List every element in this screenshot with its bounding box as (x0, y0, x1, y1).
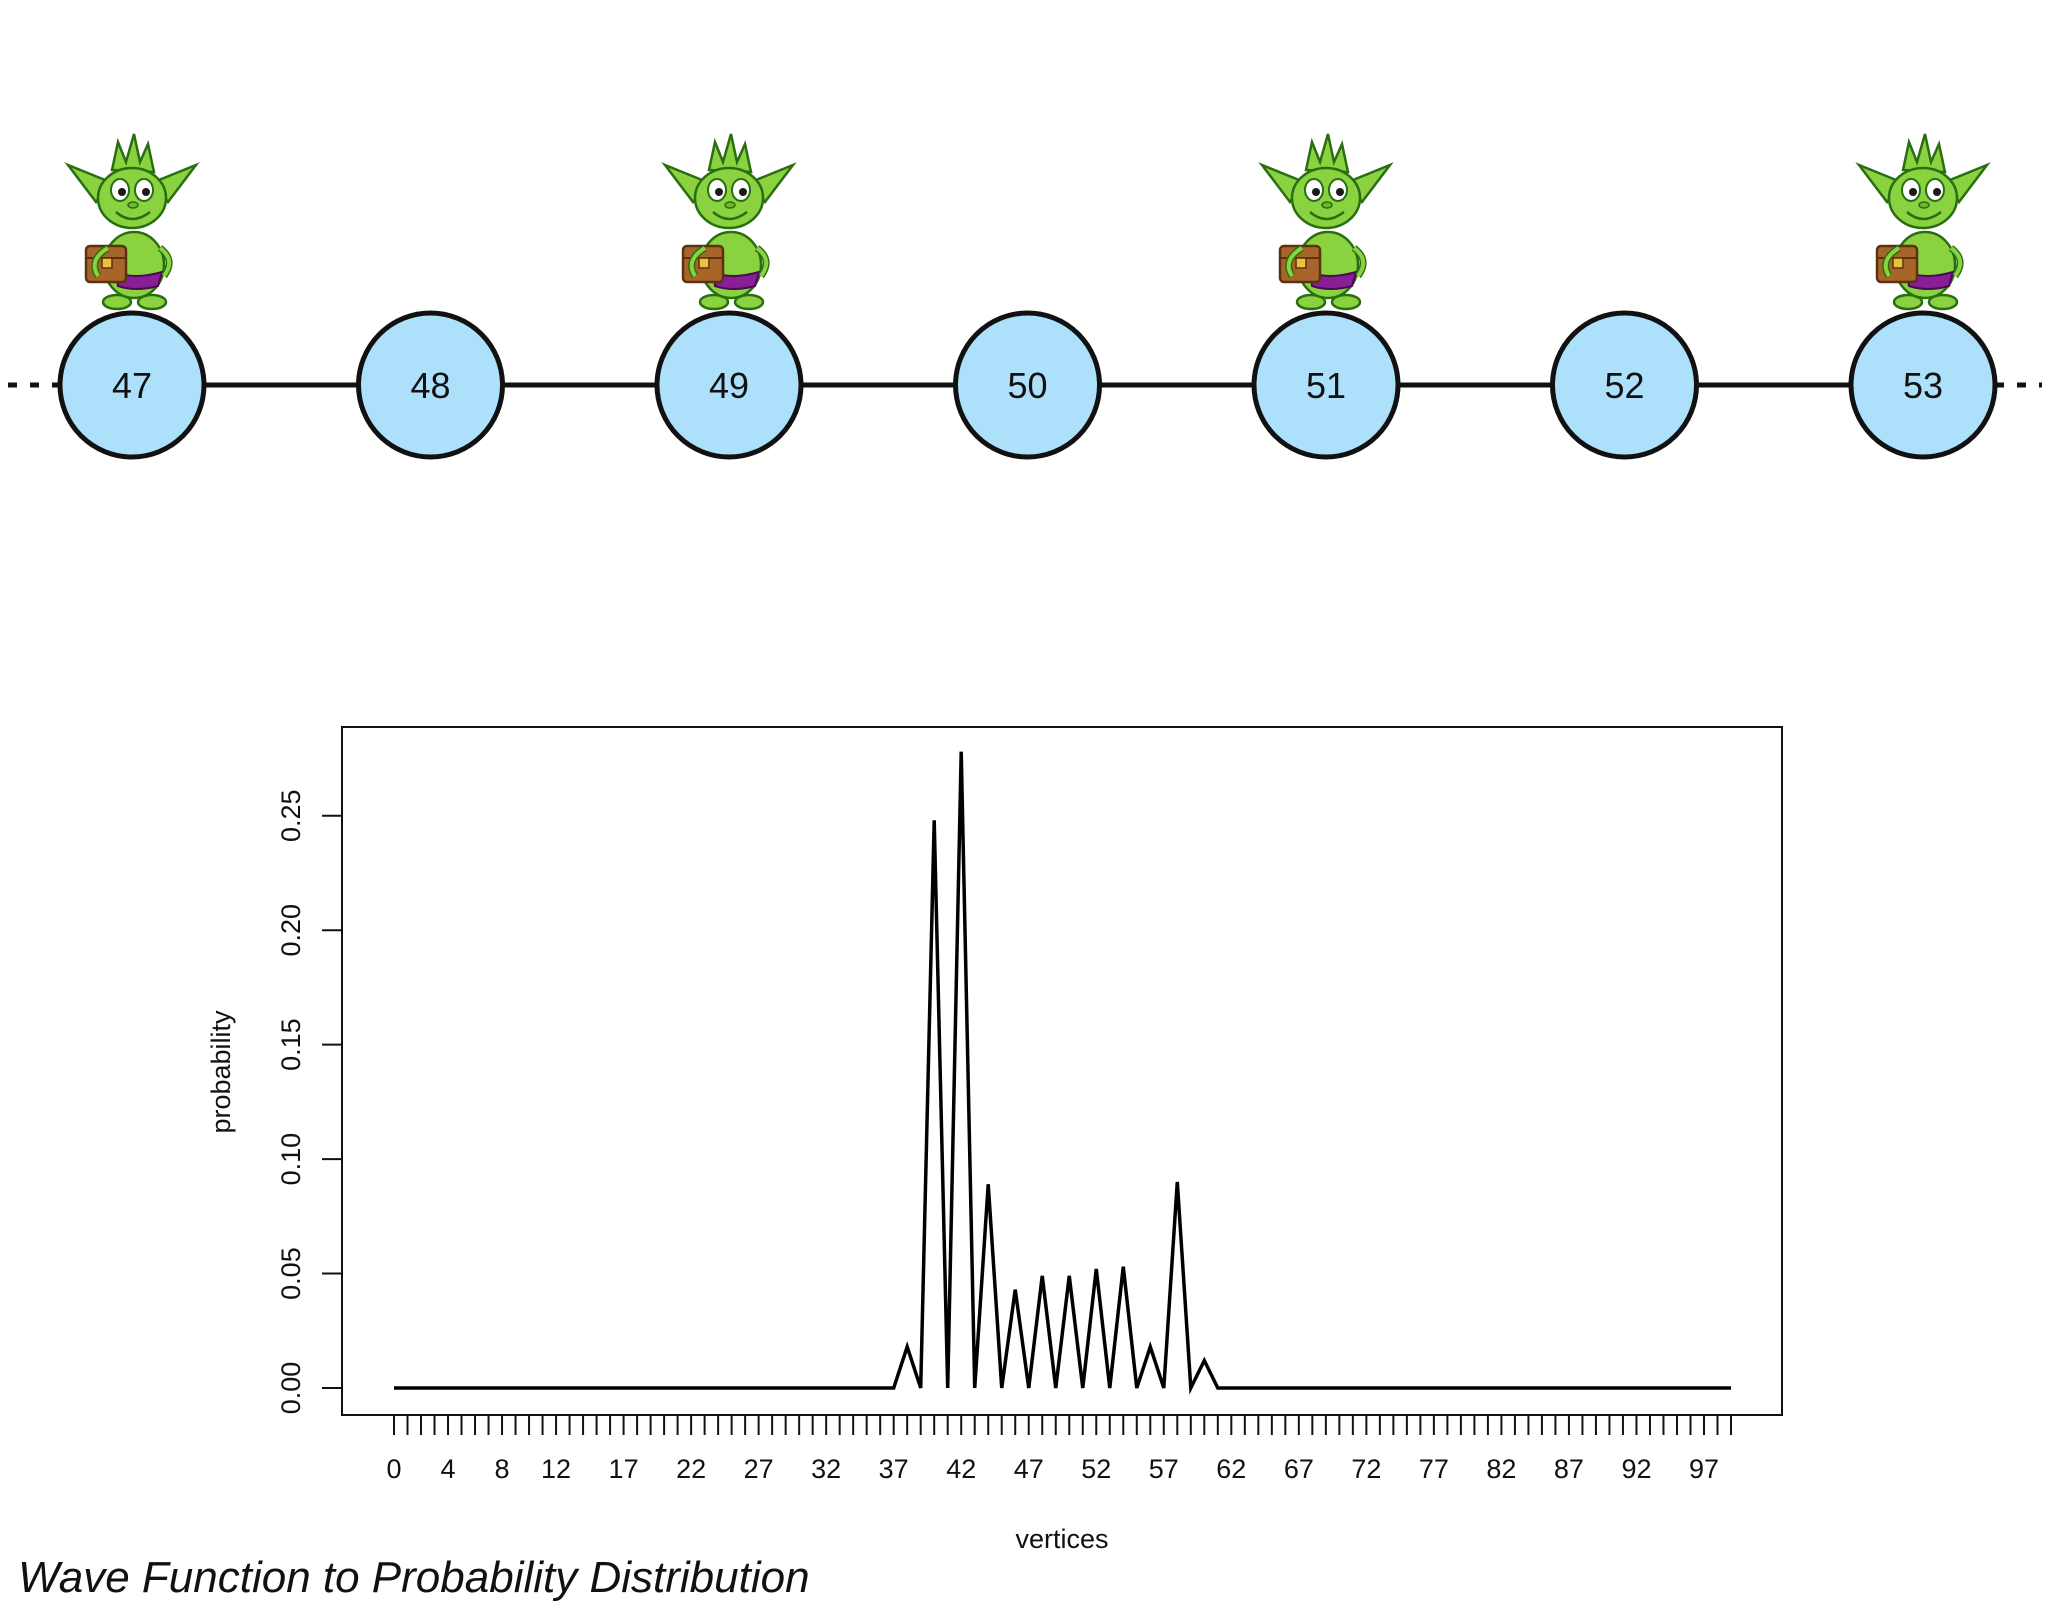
graph-node-49: 49 (654, 310, 804, 460)
graph-node-50: 50 (953, 310, 1102, 460)
walk-graph: 47 48 49 50 51 52 53 (8, 133, 2042, 460)
x-tick-label: 8 (495, 1454, 510, 1484)
x-tick-label: 52 (1081, 1454, 1111, 1484)
graph-node-label: 51 (1306, 365, 1346, 406)
y-tick-label: 0.25 (276, 789, 306, 842)
graph-node-label: 50 (1007, 365, 1047, 406)
x-tick-label: 72 (1351, 1454, 1381, 1484)
x-tick-label: 97 (1689, 1454, 1719, 1484)
graph-node-circle (57, 310, 207, 460)
x-tick-label: 77 (1419, 1454, 1449, 1484)
graph-node-label: 48 (410, 365, 450, 406)
graph-node-circle (953, 310, 1102, 460)
graph-node-53: 53 (1848, 310, 1998, 460)
x-tick-label: 57 (1149, 1454, 1179, 1484)
x-axis: 0 4 8 12 17 22 27 32 37 42 47 52 57 62 67 72 77 82 87 92 97 (386, 1415, 1732, 1484)
goblin-walker-icon (661, 133, 797, 311)
y-tick-label: 0.15 (276, 1018, 306, 1071)
x-tick-label: 47 (1014, 1454, 1044, 1484)
y-tick-label: 0.10 (276, 1133, 306, 1186)
x-tick-label: 62 (1216, 1454, 1246, 1484)
y-tick-label: 0.00 (276, 1362, 306, 1415)
x-tick-label: 67 (1284, 1454, 1314, 1484)
x-tick-label: 12 (541, 1454, 571, 1484)
graph-node-circle (1550, 310, 1699, 460)
x-tick-label: 32 (811, 1454, 841, 1484)
graph-node-label: 53 (1903, 365, 1943, 406)
goblin-walker-icon (1258, 133, 1394, 311)
x-tick-label: 0 (386, 1454, 401, 1484)
y-axis-title: probability (206, 1010, 236, 1134)
graph-node-circle (1848, 310, 1998, 460)
y-axis: 0.00 0.05 0.10 0.15 0.20 0.25 (276, 789, 342, 1414)
graph-node-label: 47 (112, 365, 152, 406)
graph-node-48: 48 (356, 310, 505, 460)
x-tick-label: 22 (676, 1454, 706, 1484)
graph-node-circle (356, 310, 505, 460)
y-tick-label: 0.20 (276, 904, 306, 957)
graph-node-label: 49 (709, 365, 749, 406)
plot-frame (341, 726, 1783, 1416)
x-tick-label: 42 (946, 1454, 976, 1484)
goblin-walker-icon (1855, 133, 1991, 311)
x-tick-label: 4 (441, 1454, 456, 1484)
graph-node-51: 51 (1251, 310, 1401, 460)
graph-node-52: 52 (1550, 310, 1699, 460)
x-axis-title: vertices (1015, 1524, 1108, 1554)
figure-caption: Wave Function to Probability Distributio… (18, 1553, 810, 1602)
goblin-walker-icon (64, 133, 200, 311)
x-tick-label: 27 (744, 1454, 774, 1484)
graph-node-label: 52 (1604, 365, 1644, 406)
graph-node-circle (654, 310, 804, 460)
x-tick-label: 37 (879, 1454, 909, 1484)
x-tick-label: 82 (1486, 1454, 1516, 1484)
x-tick-label: 87 (1554, 1454, 1584, 1484)
series-line (394, 751, 1731, 1395)
x-tick-label: 17 (609, 1454, 639, 1484)
x-tick-label: 92 (1621, 1454, 1651, 1484)
y-tick-label: 0.05 (276, 1247, 306, 1300)
graph-node-47: 47 (57, 310, 207, 460)
graph-node-circle (1251, 310, 1401, 460)
